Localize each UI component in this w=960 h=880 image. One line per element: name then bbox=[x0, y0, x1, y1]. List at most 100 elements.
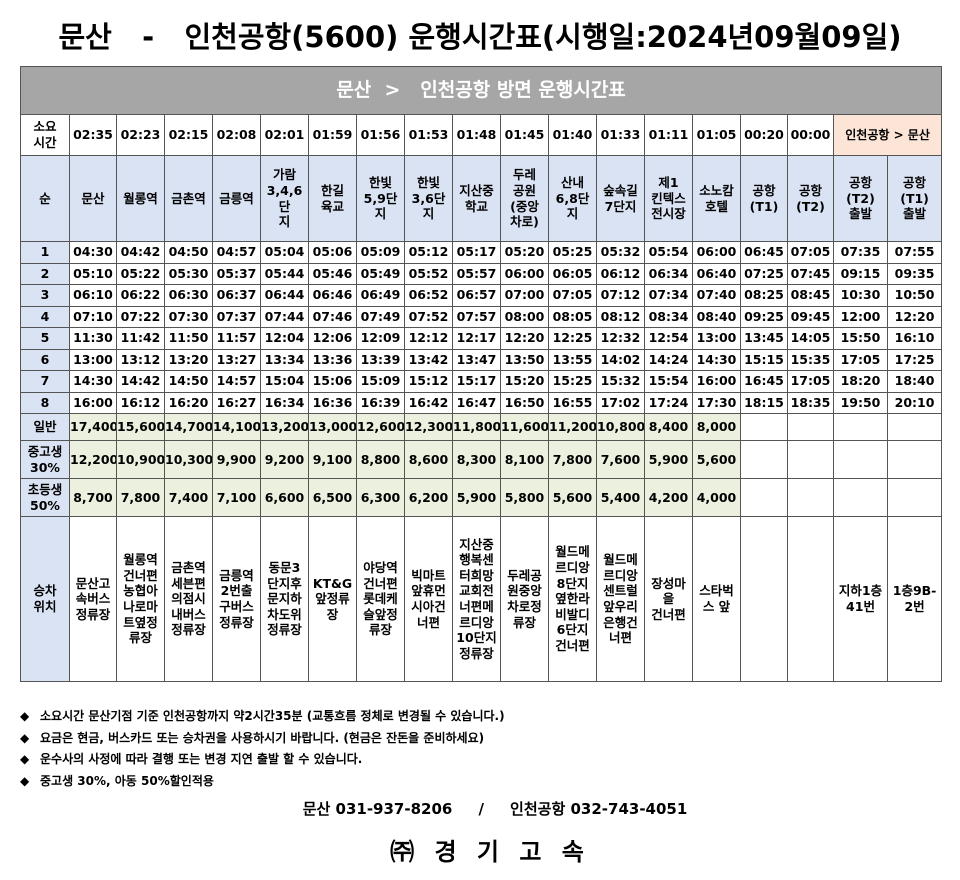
time-cell: 14:57 bbox=[212, 370, 261, 393]
banner-row: 문산 > 인천공항 방면 운행시간표 bbox=[19, 66, 943, 115]
boarding-location-cell: KT&G 앞정류 장 bbox=[308, 516, 357, 682]
fare-cell: 8,100 bbox=[500, 440, 549, 479]
fare-cell: 15,600 bbox=[116, 413, 165, 441]
duration-cell: 01:40 bbox=[548, 114, 597, 156]
fare-cell: 9,100 bbox=[308, 440, 357, 479]
fare-cell: 13,200 bbox=[260, 413, 309, 441]
boarding-location-cell: 월드메 르디앙 8단지 옆한라 비발디 6단지 건너편 bbox=[548, 516, 597, 682]
time-cell: 08:12 bbox=[596, 305, 645, 328]
boarding-location-cell: 문산고 속버스 정류장 bbox=[69, 516, 117, 682]
time-cell: 05:06 bbox=[308, 241, 357, 264]
time-cell: 08:40 bbox=[692, 305, 741, 328]
fare-cell: 6,300 bbox=[356, 478, 405, 517]
fare-cell: 8,000 bbox=[692, 413, 741, 441]
fare-cell: 6,500 bbox=[308, 478, 357, 517]
boarding-location-cell bbox=[740, 516, 788, 682]
time-cell: 13:00 bbox=[69, 348, 117, 371]
time-cell: 07:46 bbox=[308, 305, 357, 328]
time-cell: 13:47 bbox=[452, 348, 501, 371]
time-cell: 07:10 bbox=[69, 305, 117, 328]
time-cell: 12:12 bbox=[404, 327, 453, 350]
time-cell: 13:00 bbox=[692, 327, 741, 350]
fare-cell: 8,300 bbox=[452, 440, 501, 479]
time-cell: 14:05 bbox=[787, 327, 834, 350]
time-cell: 17:30 bbox=[692, 391, 741, 414]
time-cell: 13:20 bbox=[164, 348, 213, 371]
fare-row: 일반 17,400 15,600 14,700 14,100 13,200 13,000 12… bbox=[20, 413, 943, 441]
time-cell: 15:32 bbox=[596, 370, 645, 393]
table-row: 6 13:00 13:12 13:20 13:27 13:34 13:36 13:39 13:4… bbox=[20, 348, 943, 371]
time-cell: 12:04 bbox=[260, 327, 309, 350]
fare-row: 초등생 50% 8,700 7,800 7,400 7,100 6,600 6,500 6,30… bbox=[20, 478, 943, 517]
time-cell: 17:05 bbox=[787, 370, 834, 393]
fare-empty bbox=[886, 440, 943, 479]
fare-cell: 11,600 bbox=[500, 413, 549, 441]
notes-list: ◆ 소요시간 문산기점 기준 인천공항까지 약2시간35분 (교통흐름 정체로 변… bbox=[20, 706, 920, 792]
time-cell: 07:30 bbox=[164, 305, 213, 328]
fare-cell: 8,600 bbox=[404, 440, 453, 479]
duration-label: 소요 시간 bbox=[20, 114, 70, 156]
reverse-direction-label: 인천공항 > 문산 bbox=[832, 114, 943, 156]
boarding-location-cell: 금릉역 2번출 구버스 정류장 bbox=[212, 516, 261, 682]
time-cell: 07:12 bbox=[596, 284, 645, 307]
diamond-bullet-icon: ◆ bbox=[20, 752, 30, 766]
duration-cell: 00:20 bbox=[740, 114, 788, 156]
time-cell: 12:25 bbox=[548, 327, 597, 350]
trip-number: 1 bbox=[20, 241, 70, 264]
time-cell: 12:54 bbox=[644, 327, 693, 350]
fare-empty bbox=[787, 413, 834, 441]
time-cell: 13:34 bbox=[260, 348, 309, 371]
fare-row: 중고생 30% 12,200 10,900 10,300 9,900 9,200 9,100 8… bbox=[20, 440, 943, 479]
fare-cell: 8,400 bbox=[644, 413, 693, 441]
boarding-location-cell: 1층9B- 2번 bbox=[886, 516, 943, 682]
station-cell: 금릉역 bbox=[212, 155, 261, 242]
table-row: 7 14:30 14:42 14:50 14:57 15:04 15:06 15:09 15:1… bbox=[20, 370, 943, 393]
fare-empty bbox=[740, 478, 788, 517]
time-cell: 16:00 bbox=[692, 370, 741, 393]
note-text: 요금은 현금, 버스카드 또는 승차권을 사용하시기 바랍니다. (현금은 잔돈… bbox=[40, 730, 485, 745]
note-text: 소요시간 문산기점 기준 인천공항까지 약2시간35분 (교통흐름 정체로 변경… bbox=[40, 709, 505, 723]
duration-cell: 01:11 bbox=[644, 114, 693, 156]
boarding-location-cell: 야당역 건너편 롯데케 슬앞정 류장 bbox=[356, 516, 405, 682]
time-cell: 05:25 bbox=[548, 241, 597, 264]
time-cell: 07:49 bbox=[356, 305, 405, 328]
fare-empty bbox=[886, 478, 943, 517]
boarding-location-cell: 빅마트 앞휴먼 시아건 너편 bbox=[404, 516, 453, 682]
duration-cell: 02:01 bbox=[260, 114, 309, 156]
fare-cell: 14,100 bbox=[212, 413, 261, 441]
time-cell: 15:12 bbox=[404, 370, 453, 393]
table-row: 8 16:00 16:12 16:20 16:27 16:34 16:36 16:39 16:4… bbox=[20, 391, 943, 414]
banner-title: 문산 > 인천공항 방면 운행시간표 bbox=[19, 66, 943, 115]
time-cell: 14:02 bbox=[596, 348, 645, 371]
time-cell: 11:50 bbox=[164, 327, 213, 350]
boarding-location-cell: 스타벅 스 앞 bbox=[692, 516, 741, 682]
time-cell: 06:52 bbox=[404, 284, 453, 307]
time-cell: 09:45 bbox=[787, 305, 834, 328]
time-cell: 06:44 bbox=[260, 284, 309, 307]
time-cell: 16:10 bbox=[886, 327, 943, 350]
fare-cell: 9,200 bbox=[260, 440, 309, 479]
time-cell: 14:30 bbox=[692, 348, 741, 371]
time-cell: 06:45 bbox=[740, 241, 788, 264]
station-cell: 한길 육교 bbox=[308, 155, 357, 242]
time-cell: 12:00 bbox=[833, 305, 888, 328]
note-text: 운수사의 사정에 따라 결행 또는 변경 지연 출발 할 수 있습니다. bbox=[40, 752, 363, 766]
time-cell: 05:52 bbox=[404, 262, 453, 285]
fare-label: 일반 bbox=[20, 413, 70, 441]
fare-cell: 10,900 bbox=[116, 440, 165, 479]
time-cell: 15:50 bbox=[833, 327, 888, 350]
boarding-location-cell: 장성마 을 건너편 bbox=[644, 516, 693, 682]
fare-empty bbox=[787, 440, 834, 479]
time-cell: 15:17 bbox=[452, 370, 501, 393]
time-cell: 07:05 bbox=[787, 241, 834, 264]
time-cell: 19:50 bbox=[833, 391, 888, 414]
duration-cell: 01:48 bbox=[452, 114, 501, 156]
fare-cell: 10,800 bbox=[596, 413, 645, 441]
trip-number: 7 bbox=[20, 370, 70, 393]
time-cell: 13:42 bbox=[404, 348, 453, 371]
station-cell: 문산 bbox=[69, 155, 117, 242]
boarding-location-row: 승차 위치 문산고 속버스 정류장 월롱역 건너편 농협아 나로마 트옆정 류장 금촌역 세븐편 의점시 내… bbox=[20, 516, 943, 682]
duration-cell: 01:56 bbox=[356, 114, 405, 156]
time-cell: 06:00 bbox=[692, 241, 741, 264]
time-cell: 15:20 bbox=[500, 370, 549, 393]
